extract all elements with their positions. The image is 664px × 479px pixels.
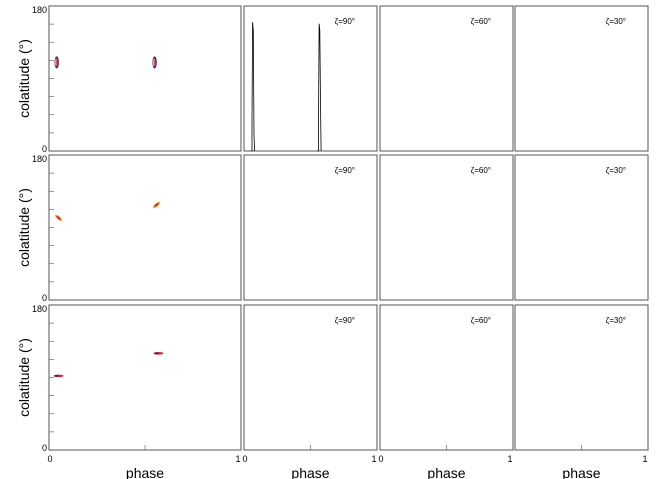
spot-marker: [53, 374, 64, 378]
zeta-label: ζ=60°: [471, 166, 491, 175]
y-tick-label: 0: [42, 144, 47, 154]
spot-edge: [56, 59, 59, 66]
trace-line: [250, 22, 255, 152]
zeta-label: ζ=30°: [606, 166, 626, 175]
x-tick-label: 0: [47, 454, 52, 464]
zeta-label: ζ=60°: [471, 316, 491, 325]
panel-frame: [514, 304, 649, 451]
panel-r2-c3: ζ=60°: [379, 154, 514, 301]
panel-frame: [379, 304, 514, 451]
y-tick-label: 0: [42, 443, 47, 453]
x-axis-title: phase: [562, 465, 600, 479]
zeta-label: ζ=90°: [335, 166, 355, 175]
panel-frame: [514, 154, 649, 301]
panel-r1-c3: ζ=60°: [379, 5, 514, 152]
spot-edge: [56, 216, 61, 220]
x-tick-label: 1: [371, 454, 376, 464]
spot-marker: [153, 352, 164, 355]
spot-edge: [154, 203, 159, 207]
y-tick-label: 180: [32, 304, 47, 314]
panel-r3-c2: ζ=90°: [243, 304, 378, 451]
panel-r1-c1: 0 180: [32, 5, 242, 154]
panel-frame: [48, 154, 242, 301]
y-axis-title: colatitude (°): [16, 338, 32, 417]
panel-r2-c2: ζ=90°: [243, 154, 378, 301]
x-tick-label: 0: [242, 454, 247, 464]
x-tick-label: 1: [642, 454, 647, 464]
panel-frame: [243, 304, 378, 451]
panel-frame: [48, 304, 242, 451]
spot-marker: [54, 56, 59, 69]
y-tick-label: 0: [42, 293, 47, 303]
y-axis-title: colatitude (°): [16, 39, 32, 118]
x-axis-title: phase: [126, 465, 164, 479]
spot-edge: [154, 59, 157, 66]
spot-marker: [55, 214, 63, 221]
panel-r1-c4: ζ=30°: [514, 5, 649, 152]
x-axis-title: phase: [427, 465, 465, 479]
zeta-label: ζ=60°: [471, 17, 491, 26]
panel-r3-c4: ζ=30°: [514, 304, 649, 451]
spot-edge: [154, 352, 159, 355]
panel-frame: [379, 5, 514, 152]
spot-marker: [152, 201, 161, 209]
x-tick-label: 1: [235, 454, 240, 464]
y-axis-title: colatitude (°): [16, 188, 32, 267]
panel-r3-c1: 0 180: [32, 304, 242, 453]
x-tick-label: 1: [507, 454, 512, 464]
y-tick-label: 180: [32, 154, 47, 164]
panel-r2-c1: 0 180: [32, 154, 242, 303]
y-tick-label: 180: [32, 5, 47, 15]
zeta-label: ζ=30°: [606, 17, 626, 26]
spot-marker: [152, 56, 157, 69]
zeta-label: ζ=30°: [606, 316, 626, 325]
y-axis-titles: colatitude (°) colatitude (°) colatitude (…: [16, 39, 32, 417]
panel-frame: [243, 154, 378, 301]
spot-edge: [54, 374, 59, 377]
panel-frame: [514, 5, 649, 152]
x-axis-title: phase: [291, 465, 329, 479]
panel-r2-c4: ζ=30°: [514, 154, 649, 301]
x-tick-label: 0: [378, 454, 383, 464]
panel-r1-c2: ζ=90°: [243, 5, 378, 152]
panel-frame: [243, 5, 378, 152]
panel-frame: [48, 5, 242, 152]
trace-line: [317, 23, 322, 152]
panel-frame: [379, 154, 514, 301]
zeta-label: ζ=90°: [335, 316, 355, 325]
zeta-label: ζ=90°: [335, 17, 355, 26]
panel-r3-c3: ζ=60°: [379, 304, 514, 451]
